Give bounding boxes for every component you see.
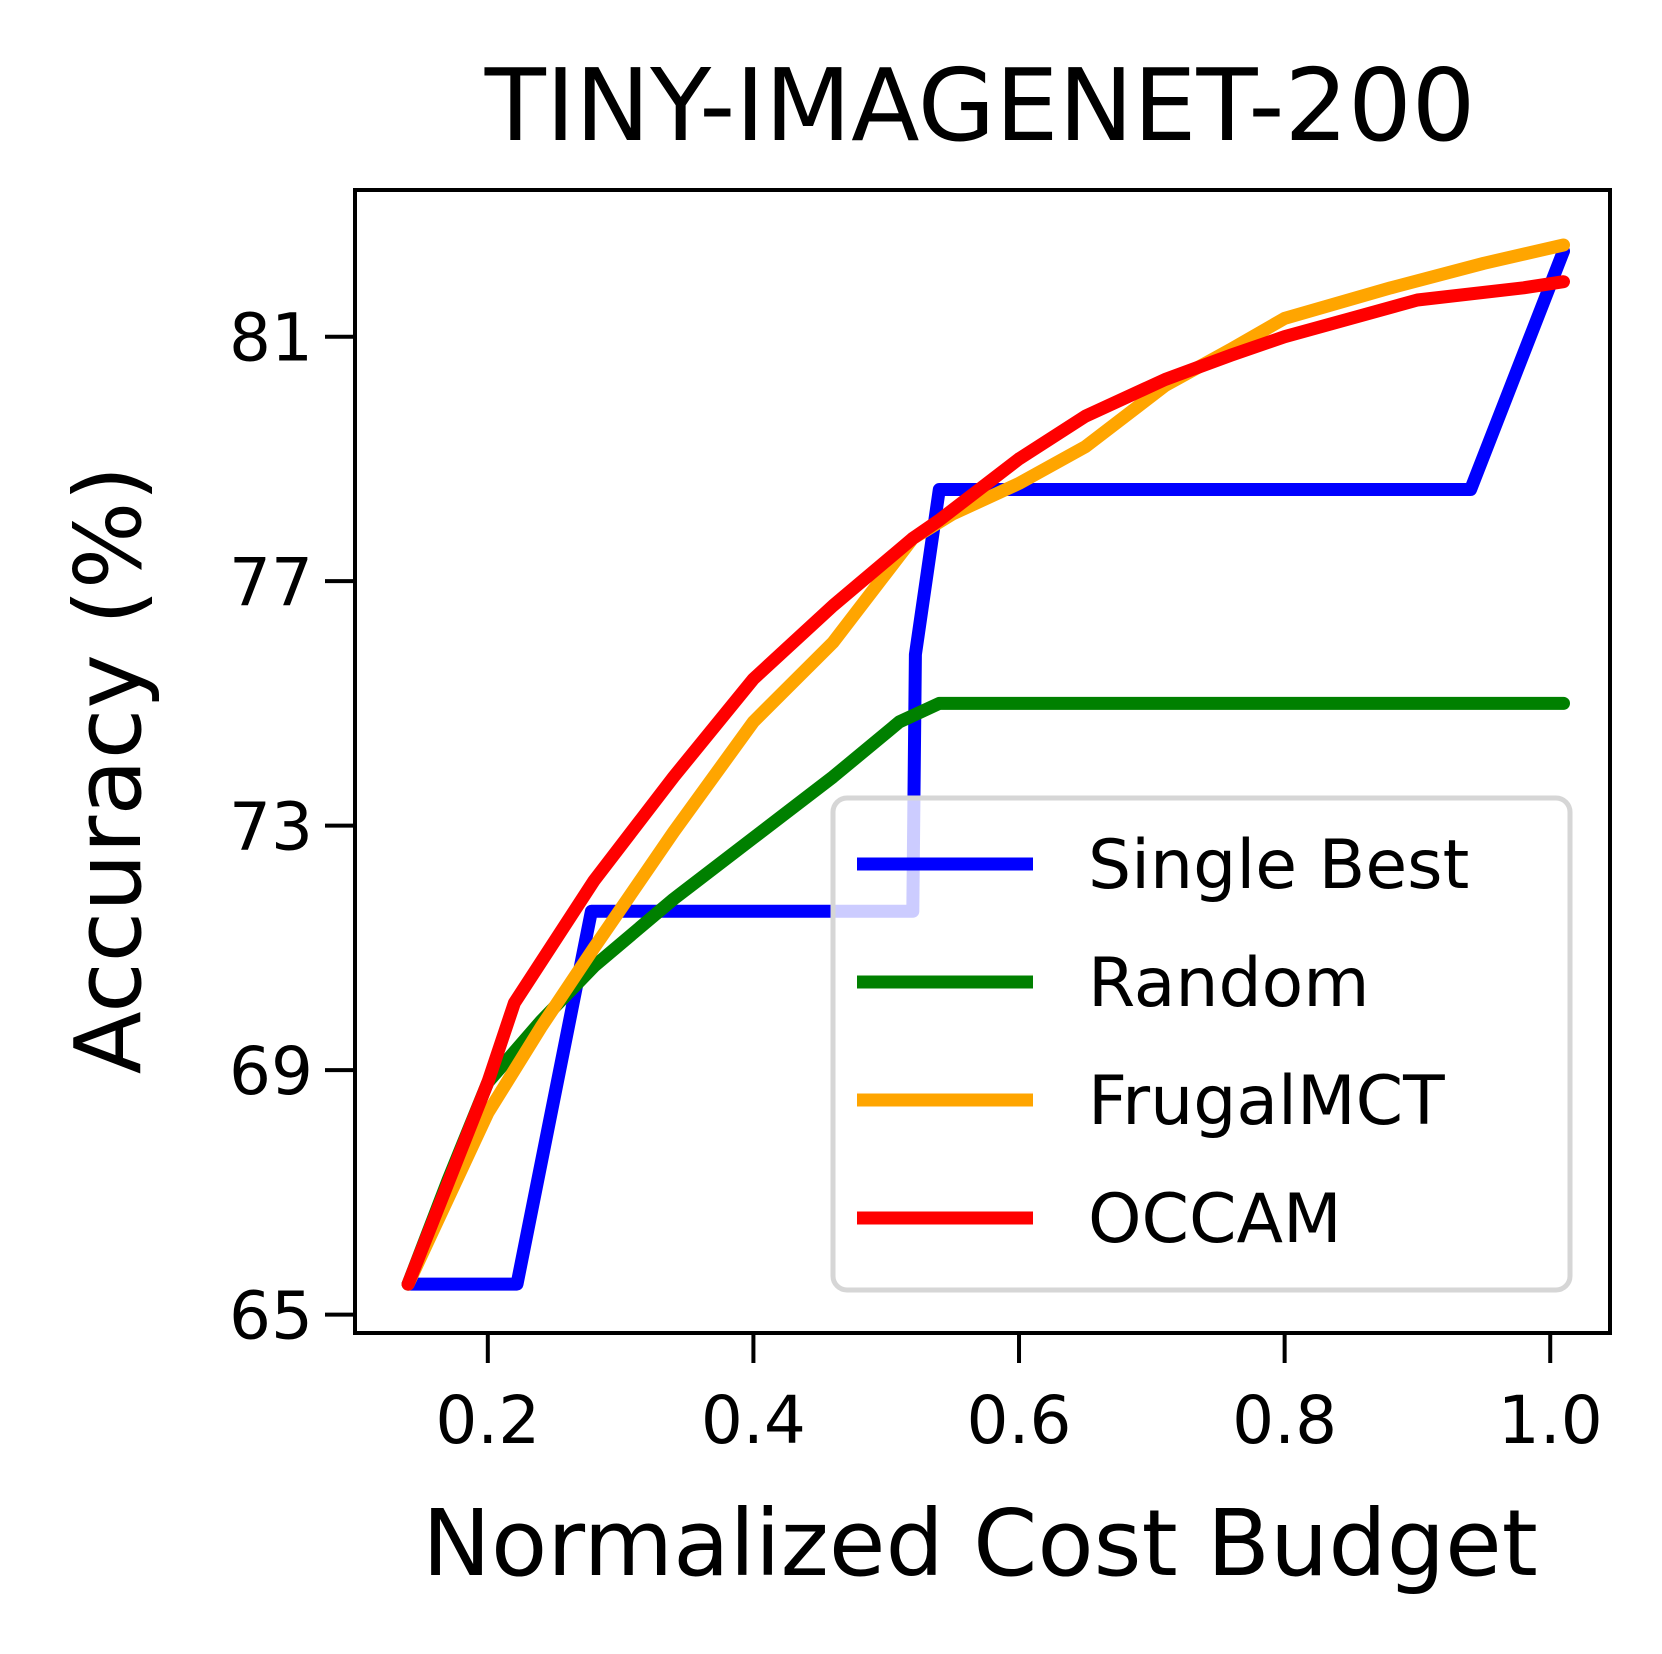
y-tick-label: 73 xyxy=(229,789,313,866)
y-tick-label: 65 xyxy=(229,1278,313,1355)
y-tick-label: 69 xyxy=(229,1033,313,1110)
x-axis-label: Normalized Cost Budget xyxy=(422,1490,1538,1597)
y-tick-label: 77 xyxy=(229,544,313,621)
legend-label: FrugalMCT xyxy=(1088,1062,1445,1141)
x-tick-label: 0.2 xyxy=(435,1382,540,1459)
x-tick-label: 0.8 xyxy=(1232,1382,1337,1459)
y-axis: 65 69 73 77 81 xyxy=(229,300,355,1355)
x-axis: 0.2 0.4 0.6 0.8 1.0 xyxy=(435,1333,1603,1459)
y-axis-label: Accuracy (%) xyxy=(55,466,162,1074)
series-line-single-best xyxy=(401,244,1570,1291)
legend-label: Random xyxy=(1088,944,1370,1023)
y-tick-label: 81 xyxy=(229,300,313,377)
legend-box xyxy=(830,795,1573,1293)
x-tick-label: 0.6 xyxy=(967,1382,1072,1459)
legend-label: Single Best xyxy=(1088,826,1469,905)
chart-title: TINY-IMAGENET-200 xyxy=(484,47,1476,164)
series-line-occam xyxy=(401,275,1570,1291)
plot-area xyxy=(353,188,1612,1335)
plot-frame xyxy=(353,188,1612,1335)
legend-label: OCCAM xyxy=(1088,1180,1342,1259)
legend: Single Best Random FrugalMCT OCCAM xyxy=(830,795,1573,1293)
x-tick-label: 0.4 xyxy=(701,1382,806,1459)
x-tick-label: 1.0 xyxy=(1498,1382,1603,1459)
